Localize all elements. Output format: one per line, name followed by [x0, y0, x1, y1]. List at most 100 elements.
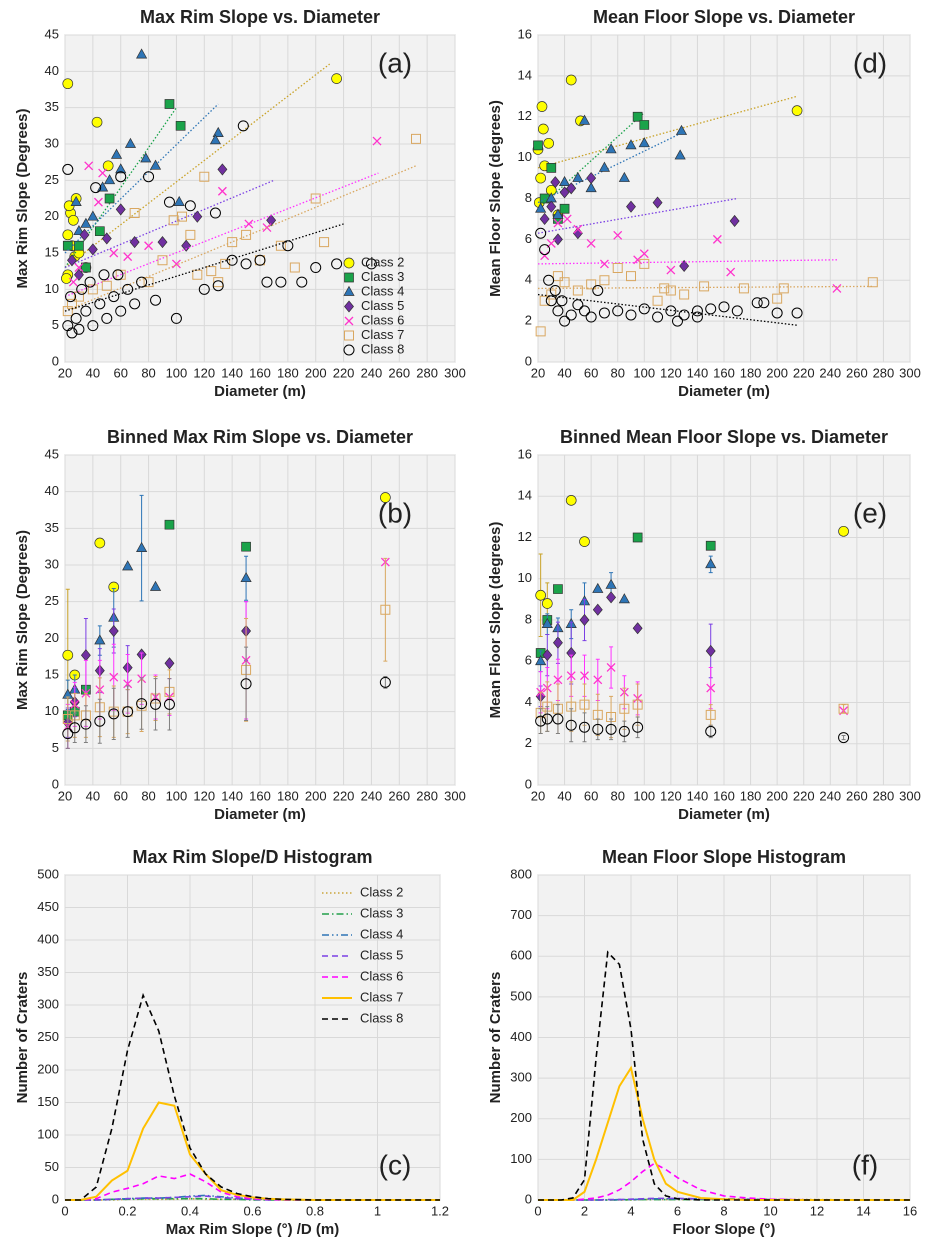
marker	[592, 723, 604, 735]
x-tick-label: 8	[720, 1203, 727, 1218]
y-tick-label: 700	[510, 907, 532, 922]
x-tick-label: 300	[444, 788, 466, 803]
marker	[177, 211, 187, 222]
marker	[613, 230, 623, 240]
error-bar	[383, 557, 388, 662]
marker	[572, 285, 583, 296]
x-tick-label: 0	[61, 1203, 68, 1218]
x-tick-label: 14	[856, 1203, 870, 1218]
x-tick-label: 140	[687, 365, 709, 380]
marker	[66, 298, 77, 309]
legend-label: Class 5	[360, 947, 403, 962]
marker	[108, 291, 120, 303]
marker	[170, 312, 182, 324]
x-tick-label: 0.4	[181, 1203, 199, 1218]
y-axis-title: Number of Craters	[14, 972, 31, 1104]
marker	[705, 644, 716, 657]
x-tick-label: 220	[333, 788, 355, 803]
marker	[209, 207, 221, 219]
x-axis-title: Diameter (m)	[214, 806, 306, 823]
marker	[129, 236, 140, 249]
marker	[94, 298, 106, 310]
marker	[94, 702, 105, 713]
marker	[679, 289, 690, 300]
marker	[122, 706, 134, 718]
marker	[365, 258, 377, 270]
marker	[542, 649, 553, 662]
marker	[579, 536, 590, 547]
x-tick-label: 0.6	[243, 1203, 261, 1218]
marker	[241, 229, 252, 240]
marker	[562, 214, 572, 224]
y-tick-label: 25	[45, 172, 59, 187]
x-tick-label: 80	[141, 365, 155, 380]
y-tick-label: 15	[45, 666, 59, 681]
legend-label: Class 8	[360, 1010, 403, 1025]
marker	[122, 283, 134, 295]
trend-line	[537, 95, 798, 169]
x-tick-label: 4	[627, 1203, 634, 1218]
marker	[731, 305, 743, 317]
error-bar	[708, 724, 713, 739]
marker	[699, 281, 710, 292]
marker	[108, 624, 119, 638]
x-tick-label: 180	[740, 788, 762, 803]
marker	[585, 311, 597, 323]
marker	[541, 598, 553, 609]
error-bar	[609, 718, 614, 741]
marker	[606, 711, 617, 722]
marker	[542, 701, 553, 712]
y-tick-label: 2	[525, 735, 532, 750]
marker	[192, 210, 203, 223]
marker	[672, 315, 683, 327]
marker	[559, 186, 570, 199]
x-tick-label: 60	[584, 788, 598, 803]
x-tick-label: 0.8	[306, 1203, 324, 1218]
y-tick-label: 14	[518, 488, 532, 503]
marker	[553, 675, 563, 685]
marker	[217, 186, 227, 196]
marker	[838, 703, 849, 714]
legend-label: Class 7	[361, 327, 404, 342]
y-tick-label: 6	[525, 653, 532, 668]
marker	[678, 309, 690, 321]
marker	[87, 320, 99, 332]
marker	[559, 277, 570, 288]
x-tick-label: 120	[193, 788, 215, 803]
x-tick-label: 240	[361, 788, 383, 803]
marker	[80, 718, 92, 730]
marker	[559, 315, 571, 327]
marker	[652, 196, 663, 209]
y-tick-label: 30	[45, 556, 59, 571]
x-tick-label: 100	[633, 788, 655, 803]
x-tick-label: 100	[166, 788, 188, 803]
marker	[705, 725, 717, 737]
marker	[73, 291, 84, 302]
marker	[552, 233, 563, 246]
marker	[558, 175, 571, 186]
marker	[220, 258, 231, 269]
legend-label: Class 6	[361, 312, 404, 327]
y-tick-label: 10	[518, 149, 532, 164]
error-bar	[111, 687, 116, 741]
marker	[331, 73, 342, 84]
marker	[553, 218, 563, 228]
x-tick-label: 280	[873, 788, 895, 803]
marker	[675, 124, 688, 135]
marker	[185, 229, 196, 240]
x-tick-label: 220	[333, 365, 355, 380]
marker	[535, 589, 547, 601]
marker	[80, 217, 92, 228]
x-tick-label: 220	[793, 365, 815, 380]
marker	[606, 662, 616, 672]
marker	[867, 277, 878, 288]
marker	[598, 161, 611, 172]
marker	[566, 701, 577, 712]
x-tick-label: 260	[388, 365, 410, 380]
marker	[310, 193, 321, 204]
marker	[344, 272, 354, 283]
marker	[565, 495, 577, 506]
marker	[592, 284, 604, 296]
x-tick-label: 60	[113, 365, 127, 380]
